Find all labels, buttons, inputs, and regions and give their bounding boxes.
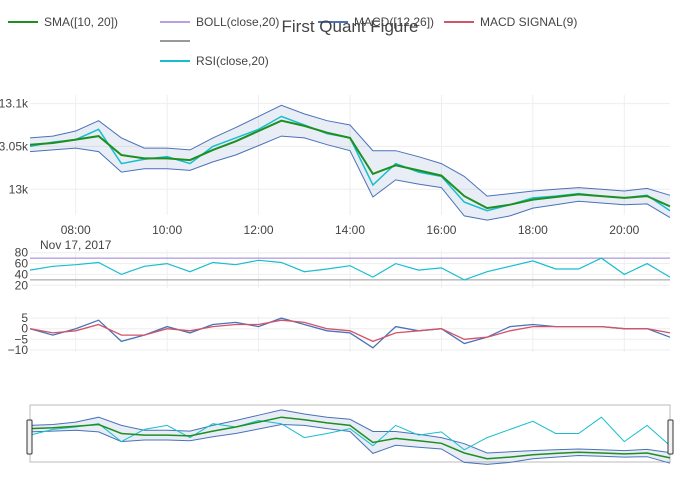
macd-y-tick-label: −10	[8, 343, 29, 357]
legend-item[interactable]: RSI(close,20)	[160, 54, 269, 68]
overview-band-fill	[30, 409, 670, 465]
macd-y-tick-label: −5	[14, 332, 28, 346]
price-y-tick-label: 13.1k	[0, 97, 29, 111]
overview-bollinger-upper	[29, 409, 671, 454]
legend-item[interactable]: BOLL(close,20)	[160, 15, 279, 29]
date-label: Nov 17, 2017	[40, 238, 112, 252]
legend-item[interactable]: SMA([10, 20])	[8, 15, 118, 29]
legend-item[interactable]: MACD([12,26])	[318, 15, 434, 29]
bollinger-upper-line	[29, 104, 671, 197]
x-tick-label: 12:00	[244, 223, 274, 237]
x-tick-label: 20:00	[609, 223, 639, 237]
x-tick-label: 10:00	[152, 223, 182, 237]
x-tick-label: 14:00	[335, 223, 365, 237]
overview-bollinger-lower	[29, 423, 671, 465]
x-tick-label: 16:00	[426, 223, 456, 237]
range-slider-right-handle[interactable]	[667, 419, 674, 455]
bollinger-band-fill	[30, 105, 670, 221]
overview-rsi-line	[29, 416, 671, 451]
chart-title: First Quant Figure	[282, 17, 419, 36]
rsi-y-tick-label: 80	[15, 246, 29, 260]
macd-y-tick-label: 5	[21, 311, 28, 325]
legend-label: SMA([10, 20])	[44, 15, 118, 29]
price-panel: 08:00 10:00 12:00 14:00 16:00 18:00 20:00 13.1k…	[0, 95, 671, 237]
macd-signal-line	[29, 319, 671, 343]
overview-sma-line	[29, 416, 671, 460]
rsi-y-tick-label: 40	[15, 267, 29, 281]
legend-item[interactable]: MACD SIGNAL(9)	[444, 15, 577, 29]
legend-label: MACD([12,26])	[354, 15, 434, 29]
rsi-y-tick-label: 60	[15, 257, 29, 271]
price-y-tick-label: 13.05k	[0, 139, 29, 153]
rsi-line	[29, 257, 671, 281]
macd-y-tick-label: 0	[21, 322, 28, 336]
x-tick-label: 18:00	[518, 223, 548, 237]
sma-line	[29, 119, 671, 210]
legend[interactable]: SMA([10, 20]) BOLL(close,20) MACD([12,26])…	[8, 15, 577, 68]
range-slider-left-handle[interactable]	[26, 419, 33, 455]
price-y-tick-label: 13k	[9, 182, 29, 196]
macd-panel: 50−5−10	[8, 311, 671, 357]
bollinger-lower-line	[29, 135, 671, 221]
rsi-y-tick-label: 20	[15, 278, 29, 292]
x-tick-label: 08:00	[61, 223, 91, 237]
range-slider[interactable]	[26, 404, 674, 465]
legend-label: RSI(close,20)	[196, 54, 269, 68]
legend-label: MACD SIGNAL(9)	[480, 15, 577, 29]
legend-label: BOLL(close,20)	[196, 15, 279, 29]
